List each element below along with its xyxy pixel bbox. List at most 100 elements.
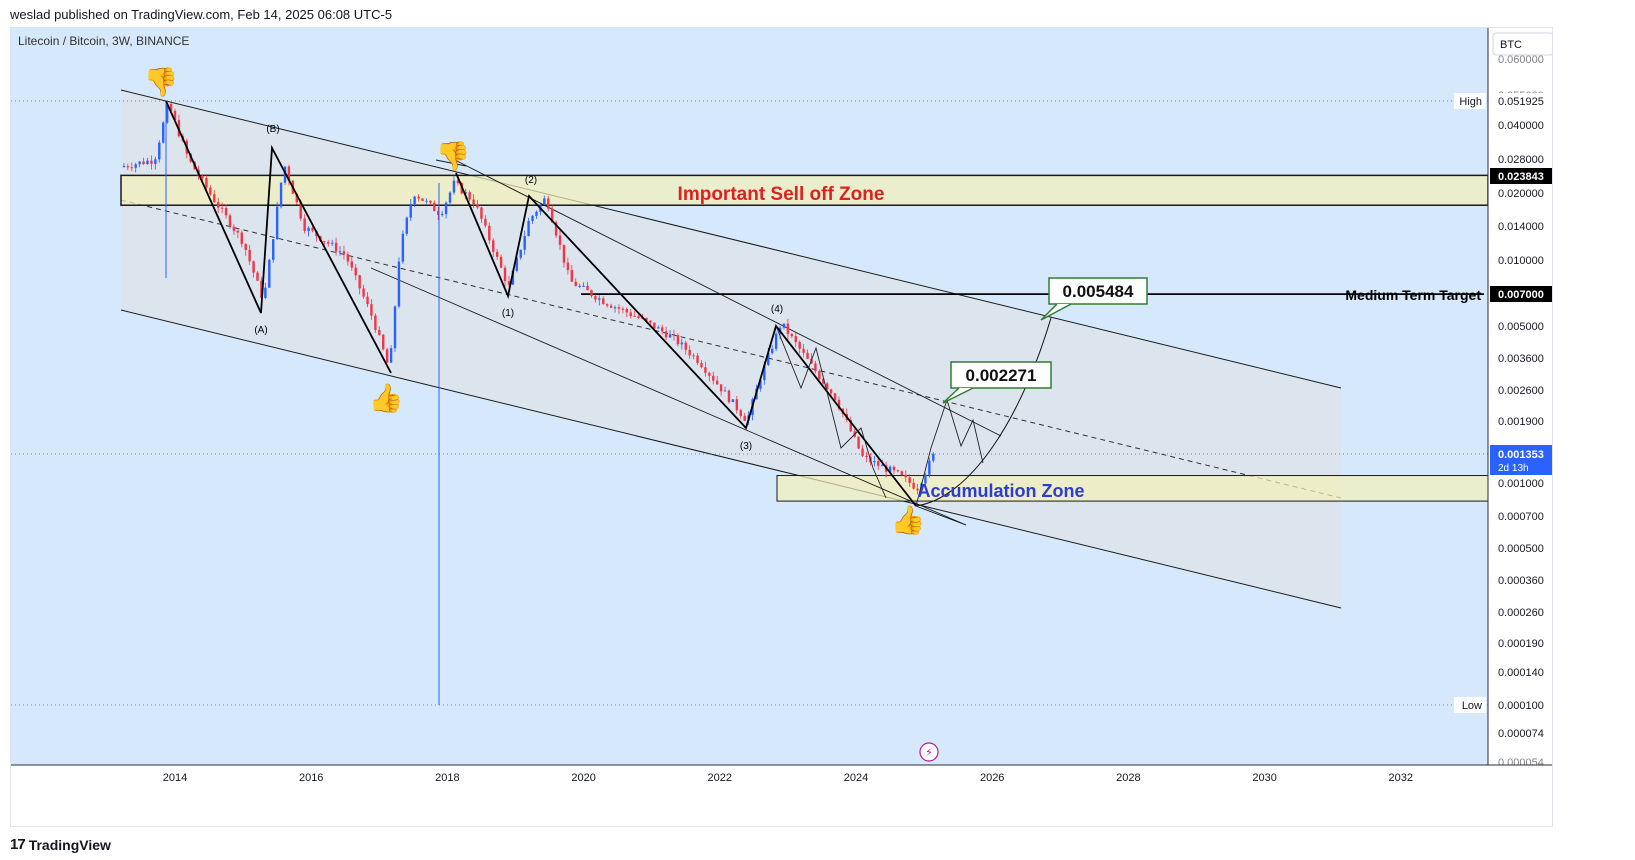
candle-body: [928, 460, 931, 475]
wave-label: (1): [502, 308, 514, 319]
currency-button[interactable]: [1492, 32, 1552, 56]
candle-body: [790, 334, 794, 337]
candle-body: [664, 331, 668, 338]
candle-body: [378, 329, 381, 335]
candle-body: [763, 364, 766, 381]
accum-wedge-line: [915, 505, 967, 526]
price-tick-label: 0.000360: [1498, 575, 1544, 587]
candle-body: [330, 242, 334, 244]
candle-body: [602, 298, 605, 305]
tradingview-logo[interactable]: 17 TradingView: [10, 836, 111, 853]
candle-body: [770, 348, 774, 353]
price-chart[interactable]: (B) (A) (2) (1) (4) (3) 👎 👎 👍 👍 Important Sell off…: [11, 28, 1552, 826]
candle-body: [523, 236, 526, 250]
candle-body: [908, 477, 911, 483]
time-axis[interactable]: [11, 765, 1552, 826]
time-tick-label: 2024: [844, 772, 868, 784]
projection-curve[interactable]: [915, 317, 1052, 507]
candle-body: [586, 285, 589, 291]
currency-label: BTC: [1500, 39, 1522, 51]
candle-body: [739, 410, 742, 416]
accumulation-zone-label: Accumulation Zone: [917, 481, 1084, 501]
candle-body: [865, 455, 868, 458]
candle-body: [708, 372, 711, 376]
candle-body: [547, 198, 550, 209]
wedge-lower-line[interactable]: [370, 267, 967, 526]
candle-body: [507, 281, 511, 285]
candle-body: [715, 380, 719, 385]
candle-body: [727, 390, 731, 403]
price-tick-label: 0.014000: [1498, 221, 1544, 233]
candle-body: [311, 227, 314, 231]
candle-body: [511, 270, 515, 285]
wave-label: (B): [266, 124, 279, 135]
candle-body: [558, 235, 562, 245]
price-tick-label: 0.020000: [1498, 188, 1544, 200]
candle-body: [256, 272, 259, 281]
candle-body: [594, 295, 597, 300]
candle-body: [488, 225, 491, 241]
wedge-upper-line[interactable]: [450, 157, 1002, 437]
candle-body: [342, 251, 346, 255]
time-tick-label: 2026: [980, 772, 1004, 784]
last-price-price-value: 0.001353: [1498, 449, 1544, 461]
candle-body: [637, 316, 640, 318]
medium-target-price-value: 0.007000: [1498, 289, 1544, 301]
candle-body: [437, 211, 440, 215]
target-2-box[interactable]: [1048, 277, 1148, 305]
low-tag: Low: [1462, 700, 1482, 712]
event-lightning-icon[interactable]: [919, 742, 939, 762]
candle-body: [700, 363, 703, 368]
candle-body: [346, 254, 350, 262]
price-axis[interactable]: [1488, 28, 1552, 765]
candle-body: [480, 207, 483, 219]
candle-body: [743, 415, 746, 421]
candle-body: [275, 206, 279, 240]
channel-mid-line[interactable]: [120, 199, 1342, 499]
candle-body: [370, 304, 373, 316]
candle-body: [126, 166, 130, 168]
accumulation-zone[interactable]: [776, 475, 1489, 502]
target-1-box[interactable]: [950, 361, 1052, 389]
chart-frame[interactable]: (B) (A) (2) (1) (4) (3) 👎 👎 👍 👍 Important Sell off…: [10, 27, 1553, 827]
candle-body: [892, 466, 896, 471]
channel-lower-line[interactable]: [120, 309, 1342, 609]
candle-body: [393, 306, 397, 349]
candle-body: [452, 180, 456, 193]
wave-12345-line[interactable]: [455, 172, 917, 507]
candle-body: [220, 207, 224, 209]
candle-body: [146, 160, 149, 165]
candle-body: [818, 371, 821, 379]
candle-body: [649, 320, 652, 323]
candle-body: [503, 267, 507, 282]
candle-body: [598, 298, 601, 300]
candle-body: [543, 198, 546, 205]
wave-abc-line[interactable]: [165, 100, 392, 374]
price-tick-label: 0.000074: [1498, 728, 1544, 740]
time-tick-label: 2022: [708, 772, 732, 784]
candle-body: [287, 166, 291, 181]
wedge-stub: [435, 159, 467, 167]
projection-zigzag: [915, 398, 984, 507]
price-tick-label: 0.000260: [1498, 607, 1544, 619]
candle-body: [456, 180, 460, 184]
candle-body: [857, 436, 860, 449]
price-tick-label: 0.000140: [1498, 667, 1544, 679]
channel-upper-line[interactable]: [120, 89, 1342, 389]
target-1-text: 0.002271: [966, 366, 1037, 385]
candle-body: [244, 243, 247, 250]
candle-body: [767, 352, 770, 365]
candle-body: [272, 239, 275, 260]
high-tag-box: [1454, 93, 1486, 109]
candle-body: [366, 296, 369, 305]
candle-body: [617, 307, 621, 309]
candle-body: [303, 218, 306, 231]
candle-body: [409, 204, 412, 218]
wave-label: (A): [254, 325, 267, 336]
candle-body: [307, 227, 310, 231]
candle-body: [633, 315, 636, 317]
candle-body: [374, 315, 377, 330]
candle-body: [154, 159, 157, 164]
candle-body: [205, 177, 208, 188]
time-tick-label: 2030: [1252, 772, 1276, 784]
